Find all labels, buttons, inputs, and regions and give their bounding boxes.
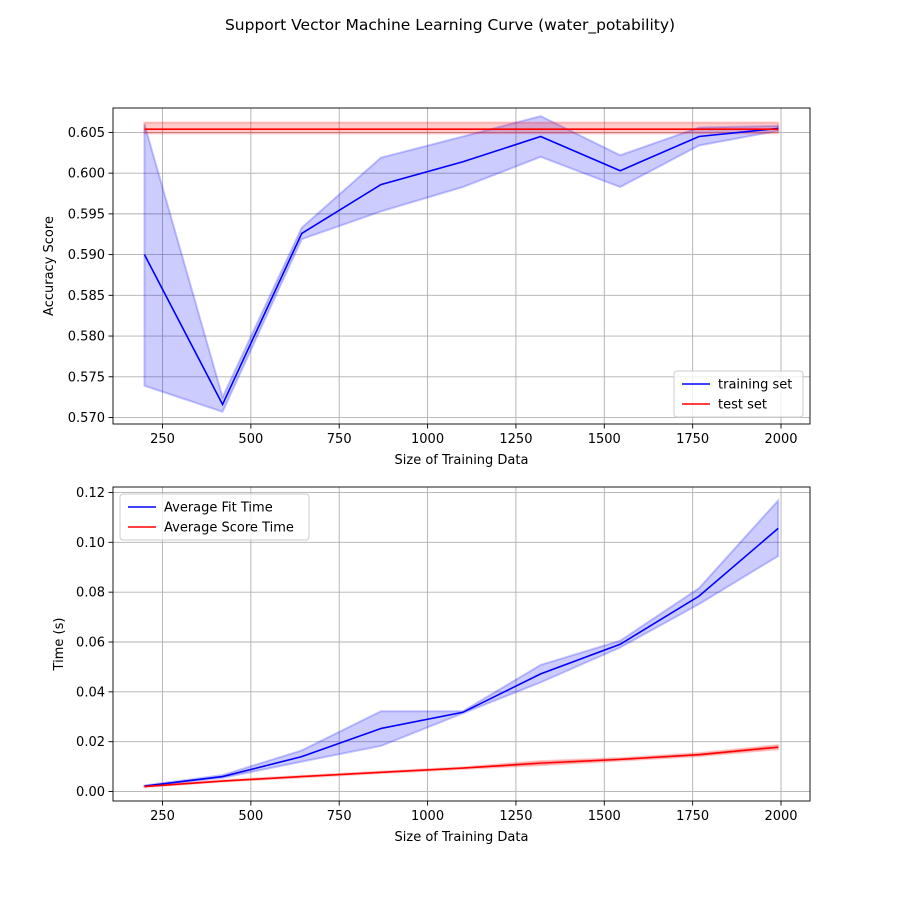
axes-frame: [112, 486, 811, 802]
y-tick-label: 0.04: [76, 685, 105, 700]
x-tick-label: 1250: [499, 809, 532, 824]
line-series-1: [144, 746, 779, 788]
x-tick-label: 250: [150, 809, 175, 824]
y-tick-label: 0.580: [68, 330, 105, 345]
x-tick-label: 1000: [411, 809, 444, 824]
y-tick-label: 0.02: [76, 735, 105, 750]
x-tick-label: 1750: [676, 809, 709, 824]
y-tick-label: 0.08: [76, 586, 105, 601]
time-chart: 250 500 750 1000 1250 1500 1750 2000 0.00 0.02 0.0…: [52, 486, 811, 845]
legend-box: [119, 493, 310, 541]
y-tick-label: 0.590: [68, 248, 105, 263]
y-axis-label: Time (s): [52, 618, 67, 672]
x-tick-label: 750: [327, 809, 352, 824]
x-tick-label: 1500: [588, 432, 621, 447]
accuracy-score-chart: 250 500 750 1000 1250 1500 1750 2000 0.570 0.575 0…: [42, 107, 811, 468]
line-series-0: [144, 527, 779, 787]
x-axis-label: Size of Training Data: [395, 453, 529, 468]
x-axis-label: Size of Training Data: [395, 830, 529, 845]
x-tick-label: 2000: [764, 432, 797, 447]
y-tick-label: 0.00: [76, 785, 105, 800]
legend-box: [673, 370, 804, 418]
legend-label-0: Average Fit Time: [164, 501, 273, 516]
x-tick-label: 2000: [764, 809, 797, 824]
line-series-0: [143, 127, 779, 407]
x-tick-label: 1750: [676, 432, 709, 447]
x-tick-label: 1250: [499, 432, 532, 447]
y-tick-label: 0.06: [76, 636, 105, 651]
x-tick-label: 250: [150, 432, 175, 447]
y-tick-label: 0.575: [68, 370, 105, 385]
band-series-1: [143, 121, 780, 135]
x-tick-label: 500: [238, 809, 263, 824]
band-series-0: [143, 497, 780, 788]
figure-suptitle: Support Vector Machine Learning Curve (w…: [225, 16, 675, 35]
x-tick-label: 500: [238, 432, 263, 447]
y-axis-label: Accuracy Score: [42, 216, 57, 316]
legend-label-1: test set: [718, 398, 767, 413]
y-tick-label: 0.605: [68, 126, 105, 141]
legend: Average Fit Time Average Score Time: [119, 493, 310, 541]
y-tick-label: 0.600: [68, 167, 105, 182]
legend-label-1: Average Score Time: [164, 521, 294, 536]
band-series-0: [143, 115, 780, 414]
axes-frame: [112, 107, 811, 425]
x-tick-label: 1000: [411, 432, 444, 447]
legend: training set test set: [673, 370, 804, 418]
x-tick-label: 1500: [588, 809, 621, 824]
y-tick-label: 0.595: [68, 207, 105, 222]
y-tick-label: 0.10: [76, 536, 105, 551]
y-tick-label: 0.12: [76, 486, 105, 501]
x-tick-label: 750: [327, 432, 352, 447]
legend-label-0: training set: [718, 378, 792, 393]
y-tick-label: 0.570: [68, 411, 105, 426]
y-tick-label: 0.585: [68, 289, 105, 304]
